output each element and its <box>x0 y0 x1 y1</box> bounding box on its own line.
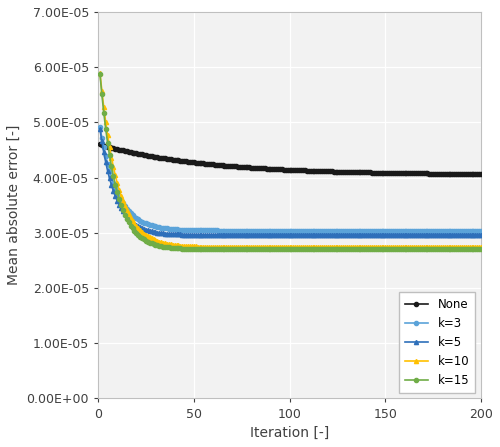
None <box>198 160 204 166</box>
k=5 <box>168 231 174 236</box>
k=5 <box>120 209 126 214</box>
None <box>97 142 103 147</box>
k=5 <box>97 127 103 132</box>
k=10 <box>120 198 126 204</box>
None <box>446 171 452 177</box>
Line: k=10: k=10 <box>98 71 483 249</box>
k=15 <box>168 245 174 250</box>
k=10 <box>446 245 452 250</box>
k=15 <box>478 247 484 252</box>
X-axis label: Iteration [-]: Iteration [-] <box>250 426 329 440</box>
k=10 <box>97 70 103 76</box>
k=15 <box>446 247 452 252</box>
Line: None: None <box>98 143 483 176</box>
k=15 <box>97 71 103 76</box>
k=10 <box>168 242 174 247</box>
k=15 <box>112 182 118 187</box>
k=5 <box>478 232 484 238</box>
Y-axis label: Mean absolute error [-]: Mean absolute error [-] <box>7 125 21 285</box>
k=5 <box>198 232 204 237</box>
Line: k=5: k=5 <box>98 127 483 237</box>
None <box>168 156 174 162</box>
Line: k=3: k=3 <box>98 125 483 233</box>
k=3 <box>198 228 204 233</box>
k=3 <box>168 226 174 232</box>
None <box>112 146 118 151</box>
k=15 <box>198 246 204 252</box>
k=5 <box>112 194 118 199</box>
k=3 <box>459 228 465 233</box>
k=5 <box>446 232 452 238</box>
k=10 <box>112 173 118 178</box>
k=3 <box>97 124 103 130</box>
k=3 <box>478 228 484 233</box>
k=3 <box>446 228 452 233</box>
k=15 <box>459 247 465 252</box>
k=5 <box>459 232 465 238</box>
None <box>459 171 465 177</box>
None <box>120 148 126 153</box>
k=10 <box>198 244 204 249</box>
k=10 <box>459 245 465 250</box>
k=3 <box>112 185 118 190</box>
k=10 <box>478 245 484 250</box>
None <box>478 171 484 177</box>
k=15 <box>120 207 126 213</box>
Legend: None, k=3, k=5, k=10, k=15: None, k=3, k=5, k=10, k=15 <box>398 292 475 392</box>
k=3 <box>120 201 126 206</box>
Line: k=15: k=15 <box>98 72 483 252</box>
